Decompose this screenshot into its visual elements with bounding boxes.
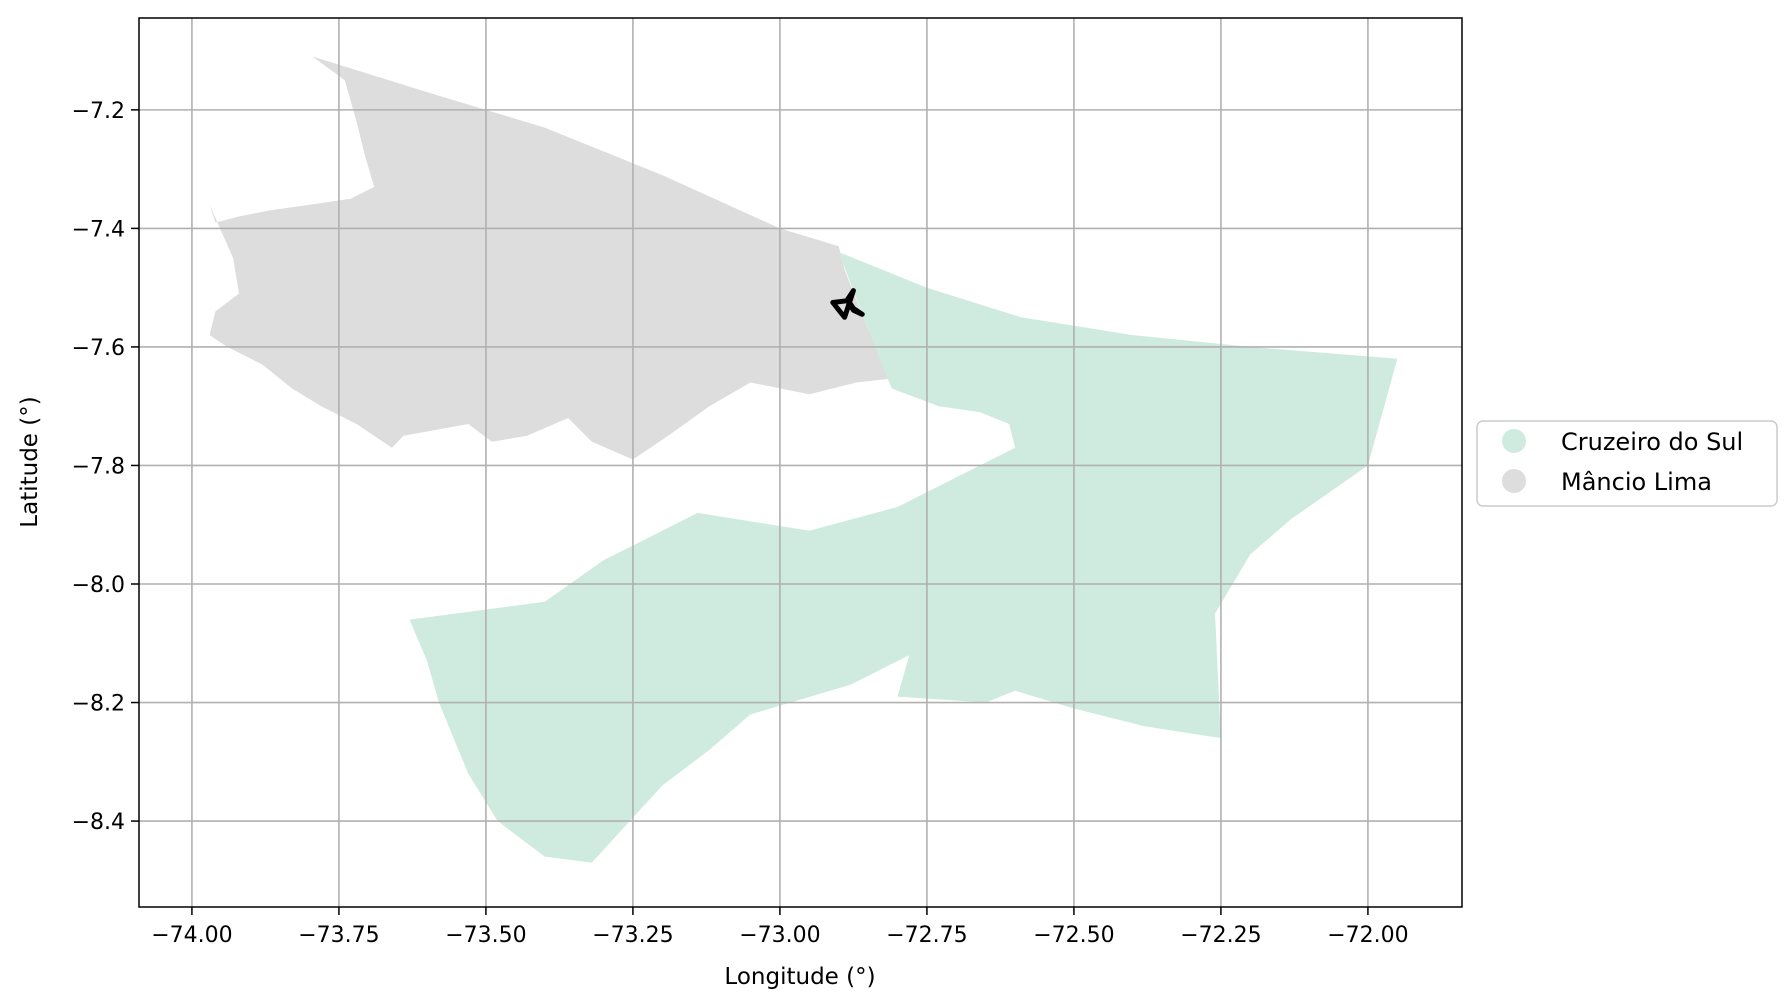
legend-label-mancio-lima: Mâncio Lima — [1561, 468, 1712, 496]
grid-layer — [139, 18, 1462, 907]
y-tick-label: −8.2 — [72, 692, 125, 717]
legend-box — [1476, 420, 1778, 507]
x-tick-label: −73.75 — [298, 923, 379, 948]
legend-label-cruzeiro-do-sul: Cruzeiro do Sul — [1561, 428, 1743, 456]
region-mancio-lima — [209, 56, 910, 460]
highlighted-area-outline — [830, 288, 865, 320]
y-tick-label: −7.2 — [72, 99, 125, 124]
marker-layer — [830, 288, 865, 320]
x-axis-ticks: −74.00 −73.75 −73.50 −73.25 −73.00 −72.75 −72.… — [151, 907, 1409, 948]
plot-frame — [138, 17, 1463, 908]
y-tick-label: −7.6 — [72, 336, 125, 361]
legend: Cruzeiro do Sul Mâncio Lima — [1476, 420, 1778, 507]
regions-layer — [209, 56, 1398, 863]
y-axis-label: Latitude (°) — [17, 396, 43, 527]
y-tick-label: −8.4 — [72, 810, 125, 835]
x-tick-label: −73.25 — [592, 923, 673, 948]
x-tick-label: −73.50 — [445, 923, 526, 948]
y-tick-label: −8.0 — [72, 573, 125, 598]
x-tick-label: −74.00 — [151, 923, 232, 948]
legend-swatch-mancio-lima — [1502, 469, 1526, 493]
x-tick-label: −72.75 — [886, 923, 967, 948]
x-tick-label: −72.50 — [1033, 923, 1114, 948]
x-tick-label: −72.25 — [1180, 923, 1261, 948]
x-tick-label: −73.00 — [739, 923, 820, 948]
region-cruzeiro-do-sul — [409, 252, 1398, 863]
x-axis-label: Longitude (°) — [724, 964, 875, 990]
x-tick-label: −72.00 — [1327, 923, 1408, 948]
y-tick-label: −7.8 — [72, 454, 125, 479]
y-axis-ticks: −7.2 −7.4 −7.6 −7.8 −8.0 −8.2 −8.4 — [72, 99, 139, 835]
legend-swatch-cruzeiro-do-sul — [1502, 429, 1526, 453]
y-tick-label: −7.4 — [72, 217, 125, 242]
